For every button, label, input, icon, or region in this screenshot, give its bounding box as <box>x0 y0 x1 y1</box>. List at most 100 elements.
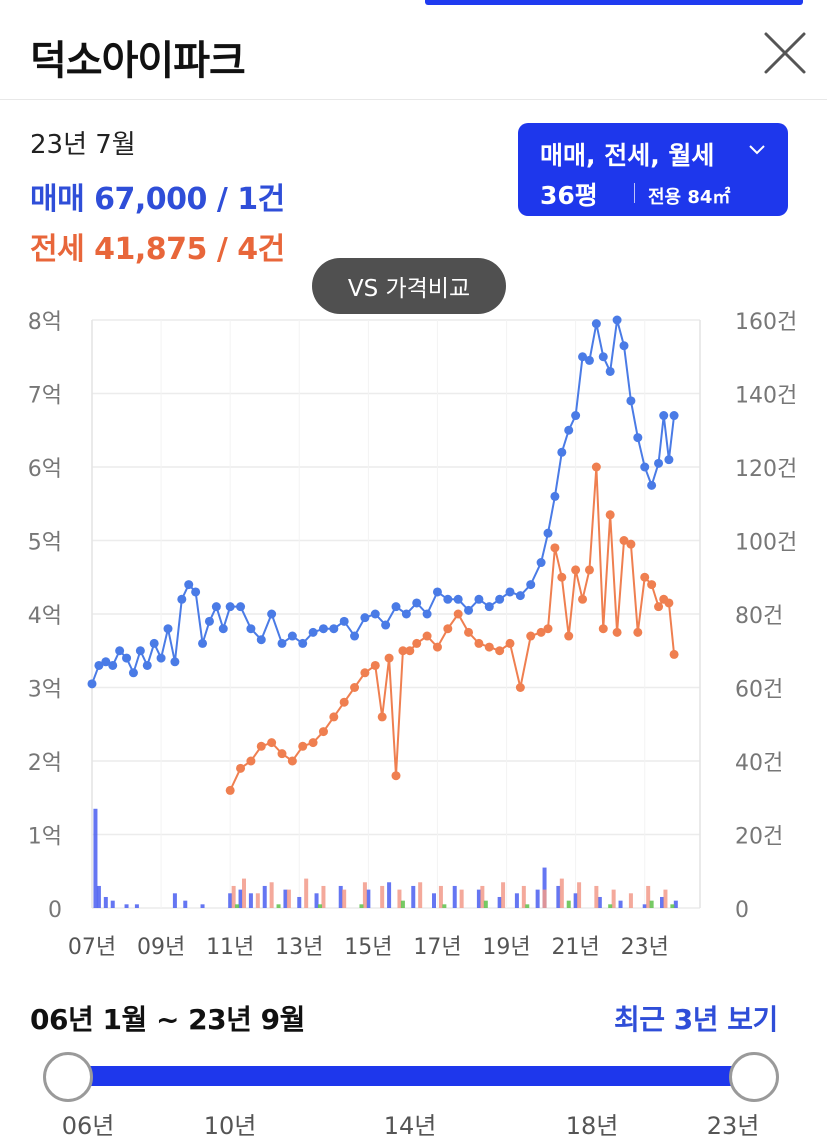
data-point <box>108 660 118 670</box>
x-tick-label: 17년 <box>413 935 461 960</box>
data-point <box>128 668 138 678</box>
y-left-tick-label: 5억 <box>28 531 62 556</box>
volume-bar <box>438 885 443 908</box>
volume-bar <box>248 893 253 908</box>
volume-bar <box>452 885 457 908</box>
range-slider-track[interactable] <box>68 1066 754 1086</box>
volume-bar <box>124 904 129 908</box>
data-point <box>543 624 553 634</box>
data-point <box>225 785 235 795</box>
jeonse-price-summary: 전세 41,875 / 4건 <box>30 232 285 267</box>
y-right-tick-label: 20건 <box>735 825 783 850</box>
volume-bar <box>521 885 526 908</box>
volume-bar <box>342 889 347 908</box>
range-slider-start-handle[interactable] <box>43 1052 93 1102</box>
volume-bar <box>594 885 599 908</box>
close-icon[interactable] <box>762 30 808 76</box>
page-title: 덕소아이파크 <box>30 38 246 84</box>
y-right-tick-label: 0 <box>735 898 749 923</box>
y-left-tick-label: 4억 <box>28 604 62 629</box>
trade-types-label: 매매, 전세, 월세 <box>540 141 715 170</box>
data-point <box>612 315 622 325</box>
header: 덕소아이파크 <box>0 0 827 100</box>
range-tick-label: 06년 <box>61 1112 115 1140</box>
data-point <box>339 697 349 707</box>
range-slider-end-handle[interactable] <box>729 1052 779 1102</box>
data-point <box>412 638 422 648</box>
data-point <box>550 543 560 553</box>
volume-bar <box>608 904 613 908</box>
vs-compare-button[interactable]: VS 가격비교 <box>312 258 506 314</box>
data-point <box>571 411 581 421</box>
data-point <box>659 411 669 421</box>
volume-bar <box>276 904 281 908</box>
data-point <box>664 598 674 608</box>
data-point <box>236 763 246 773</box>
sale-price-summary: 매매 67,000 / 1건 <box>30 182 285 217</box>
data-point <box>495 646 505 656</box>
data-point <box>557 572 567 582</box>
data-point <box>156 653 166 663</box>
data-point <box>564 631 574 641</box>
data-point <box>256 741 266 751</box>
data-point <box>412 598 422 608</box>
data-point <box>401 609 411 619</box>
volume-bar <box>362 882 367 908</box>
volume-bar <box>183 900 188 908</box>
data-point <box>584 565 594 575</box>
volume-bar <box>649 900 654 908</box>
data-point <box>298 741 308 751</box>
x-tick-label: 19년 <box>482 935 530 960</box>
data-point <box>211 602 221 612</box>
y-left-tick-label: 1억 <box>28 825 62 850</box>
volume-bar <box>411 885 416 908</box>
volume-bar <box>103 896 108 908</box>
x-tick-label: 11년 <box>206 935 254 960</box>
x-tick-label: 21년 <box>552 935 600 960</box>
volume-bar <box>618 900 623 908</box>
series-line <box>91 319 676 685</box>
data-point <box>135 646 145 656</box>
volume-bar <box>642 904 647 908</box>
volume-bar <box>628 893 633 908</box>
data-point <box>598 624 608 634</box>
data-point <box>536 627 546 637</box>
y-right-tick-label: 80건 <box>735 604 783 629</box>
volume-bar <box>542 867 547 908</box>
volume-bar <box>235 904 240 908</box>
trade-type-filter-button[interactable]: 매매, 전세, 월세 36평 전용 84㎡ <box>518 123 788 216</box>
data-point <box>298 638 308 648</box>
data-point <box>619 536 629 545</box>
data-point <box>453 594 463 604</box>
volume-bar <box>397 889 402 908</box>
volume-bar <box>400 900 405 908</box>
y-left-tick-label: 7억 <box>28 384 62 409</box>
data-point <box>370 660 380 670</box>
data-point <box>384 653 394 663</box>
data-point <box>453 609 463 619</box>
volume-bar <box>418 882 423 908</box>
data-point <box>484 602 494 612</box>
data-point <box>474 594 484 604</box>
data-point <box>236 602 246 612</box>
data-point <box>391 771 401 781</box>
data-point <box>515 591 525 601</box>
y-right-tick-label: 60건 <box>735 678 783 703</box>
recent-3-years-link[interactable]: 최근 3년 보기 <box>614 1003 778 1036</box>
data-point <box>557 447 567 457</box>
range-tick-label: 18년 <box>565 1112 619 1140</box>
selected-period: 23년 7월 <box>30 130 136 160</box>
data-point <box>149 638 159 648</box>
volume-bar <box>442 904 447 908</box>
area-label: 전용 84㎡ <box>648 187 731 208</box>
data-point <box>198 638 208 648</box>
volume-bar <box>514 893 519 908</box>
data-point <box>377 712 387 722</box>
data-point <box>550 491 560 501</box>
volume-bar <box>559 878 564 908</box>
data-point <box>432 642 442 652</box>
data-point <box>626 539 636 549</box>
y-right-tick-label: 100건 <box>735 531 797 556</box>
volume-bar <box>673 900 678 908</box>
volume-bar <box>483 900 488 908</box>
